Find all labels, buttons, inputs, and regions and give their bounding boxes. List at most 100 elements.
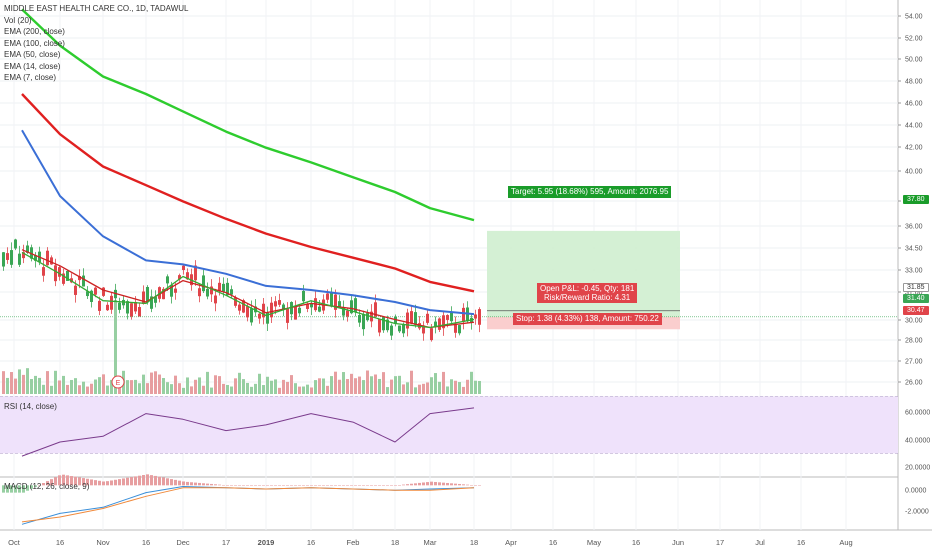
volume-bar: [262, 385, 265, 394]
macd-histogram-bar: [178, 480, 181, 486]
candle-body: [254, 306, 257, 313]
candle-body: [98, 300, 101, 311]
volume-bar: [170, 384, 173, 394]
volume-bar: [250, 386, 253, 394]
candle-body: [230, 289, 233, 295]
volume-bar: [438, 381, 441, 394]
macd-histogram-bar: [22, 485, 25, 493]
volume-bar: [418, 384, 421, 394]
price-tick-label: 48.00: [905, 79, 923, 86]
candle-body: [362, 313, 365, 330]
macd-histogram-bar: [94, 480, 97, 486]
candle-body: [274, 301, 277, 307]
macd-histogram-bar: [430, 481, 433, 486]
candle-body: [454, 323, 457, 333]
candle-body: [86, 291, 89, 297]
target-price-tag: 37.80: [903, 195, 929, 204]
volume-bar: [70, 379, 73, 394]
macd-histogram-bar: [374, 485, 377, 486]
volume-bar: [106, 385, 109, 394]
macd-histogram-bar: [330, 485, 333, 486]
candle-body: [366, 313, 369, 321]
macd-histogram-bar: [350, 485, 353, 486]
volume-bar: [294, 383, 297, 394]
time-tick-label: 16: [632, 538, 640, 547]
macd-histogram-bar: [382, 485, 385, 486]
macd-histogram-bar: [442, 482, 445, 486]
macd-histogram-bar: [302, 485, 305, 486]
target-label[interactable]: Target: 5.95 (18.68%) 595, Amount: 2076.…: [508, 186, 672, 198]
volume-bar: [178, 383, 181, 394]
volume-bar: [282, 379, 285, 394]
candle-body: [386, 319, 389, 331]
candle-body: [78, 276, 81, 281]
price-tick-label: 52.00: [905, 36, 923, 43]
macd-histogram-bar: [170, 479, 173, 486]
volume-bar: [138, 383, 141, 394]
ema200-line: [21, 8, 475, 222]
candle-body: [222, 283, 225, 292]
candle-body: [130, 303, 133, 317]
legend-ema200: EMA (200, close): [4, 27, 65, 36]
volume-bar: [302, 386, 305, 394]
price-tick-label: 34.50: [905, 246, 923, 253]
macd-histogram-bar: [10, 485, 13, 493]
candle-body: [34, 255, 37, 261]
macd-histogram-bar: [306, 485, 309, 486]
macd-histogram-bar: [30, 485, 33, 489]
ema100-line: [21, 93, 475, 293]
volume-bar: [254, 383, 257, 394]
volume-bar: [370, 376, 373, 394]
candle-body: [178, 275, 181, 280]
macd-histogram-bar: [210, 483, 213, 486]
legend-vol: Vol (20): [4, 15, 32, 25]
volume-bar: [398, 375, 401, 394]
volume-bar: [30, 379, 33, 394]
macd-histogram-bar: [362, 485, 365, 486]
candle-body: [262, 303, 265, 318]
macd-histogram-bar: [130, 477, 133, 486]
candle-body: [226, 282, 229, 296]
candle-body: [22, 252, 25, 259]
price-tick-label: 40.00: [905, 169, 923, 176]
candle-body: [238, 304, 241, 311]
macd-histogram-bar: [478, 485, 481, 486]
volume-bar: [382, 372, 385, 394]
volume-bar: [350, 373, 353, 394]
candle-body: [202, 275, 205, 292]
macd-histogram-bar: [238, 485, 241, 486]
macd-histogram-bar: [26, 485, 29, 491]
volume-bar: [274, 379, 277, 394]
open-pl-label: Open P&L: -0.45, Qty: 181: [540, 284, 635, 293]
stop-label[interactable]: Stop: 1.38 (4.33%) 138, Amount: 750.22: [513, 313, 662, 325]
volume-bar: [450, 379, 453, 394]
macd-histogram-bar: [250, 485, 253, 486]
candle-body: [382, 317, 385, 331]
volume-bar: [34, 375, 37, 394]
chart-title: MIDDLE EAST HEALTH CARE CO., 1D, TADAWUL: [4, 4, 189, 13]
macd-histogram-bar: [34, 485, 37, 487]
price-tick-label: 33.00: [905, 268, 923, 275]
volume-bar: [190, 386, 193, 394]
candle-body: [270, 302, 273, 318]
volume-bar: [322, 378, 325, 394]
macd-histogram-bar: [62, 474, 65, 486]
volume-bar: [394, 376, 397, 394]
volume-bar: [94, 379, 97, 394]
candle-body: [414, 312, 417, 325]
candle-body: [390, 325, 393, 336]
macd-histogram-bar: [78, 477, 81, 486]
time-tick-label: Dec: [176, 538, 190, 547]
volume-bar: [174, 375, 177, 394]
time-tick-label: Apr: [505, 538, 517, 547]
ema50-line: [21, 129, 475, 316]
earnings-marker-label: E: [116, 380, 121, 387]
volume-bar: [402, 384, 405, 394]
open-pl-box[interactable]: Open P&L: -0.45, Qty: 181 Risk/Reward Ra…: [537, 283, 638, 303]
candle-body: [306, 303, 309, 309]
macd-histogram-bar: [206, 483, 209, 486]
time-tick-label: 16: [142, 538, 150, 547]
macd-histogram-bar: [50, 479, 53, 486]
candle-body: [278, 300, 281, 305]
